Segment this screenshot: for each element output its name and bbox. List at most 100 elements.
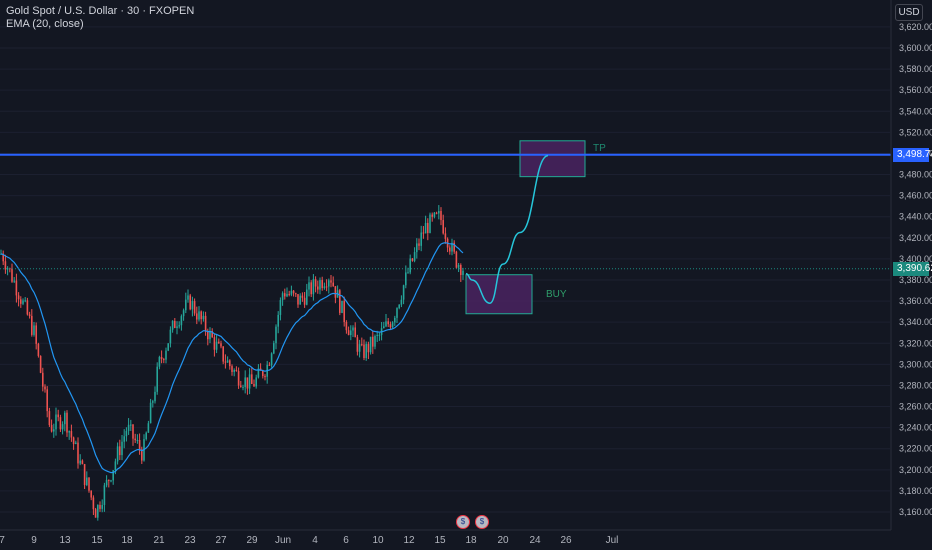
candle-body — [389, 324, 392, 328]
candle-body — [68, 431, 70, 433]
candle-body — [211, 331, 213, 338]
candle-body — [152, 401, 154, 403]
candle-body — [306, 289, 308, 305]
candle-body — [99, 504, 101, 509]
price-tick-label: 3,200.00 — [899, 465, 932, 475]
candle-body — [354, 327, 356, 338]
time-tick-label: 21 — [153, 535, 165, 546]
price-tick-label: 3,300.00 — [899, 359, 932, 369]
candle-body — [310, 282, 312, 295]
price-tick-label: 3,360.00 — [899, 296, 932, 306]
currency-button[interactable]: USD — [895, 4, 923, 21]
candle-body — [402, 285, 405, 300]
candle-body — [61, 424, 64, 430]
candle-body — [92, 497, 95, 510]
time-tick-label: 15 — [434, 535, 446, 546]
candle-body — [167, 343, 169, 351]
price-tick-label: 3,340.00 — [899, 317, 932, 327]
candle-body — [374, 336, 376, 347]
time-tick-label: 24 — [529, 535, 541, 546]
candle-body — [449, 247, 451, 252]
candle-body — [224, 361, 227, 363]
candle-body — [229, 360, 231, 367]
candle-body — [422, 232, 425, 234]
candle-body — [174, 320, 176, 328]
candle-body — [202, 315, 205, 320]
candle-body — [233, 369, 235, 372]
candle-body — [2, 253, 4, 262]
time-tick-label: 6 — [343, 535, 349, 546]
candle-body — [207, 331, 209, 340]
candle-body — [407, 272, 409, 274]
candle-body — [347, 330, 350, 336]
candle-body — [77, 442, 79, 464]
candle-body — [332, 282, 334, 287]
candle-body — [400, 299, 403, 305]
candle-body — [242, 386, 244, 388]
candle-body — [453, 242, 455, 252]
candle-body — [424, 222, 427, 234]
candle-body — [33, 325, 35, 335]
candle-body — [17, 295, 20, 300]
candle-body — [438, 211, 440, 214]
candle-body — [75, 442, 77, 445]
candle-body — [435, 212, 438, 214]
candle-body — [455, 251, 458, 268]
candle-body — [187, 295, 189, 300]
candle-body — [405, 272, 407, 286]
candle-body — [303, 297, 306, 305]
candle-body — [125, 430, 128, 437]
candle-body — [361, 344, 363, 346]
time-tick-label: Jul — [606, 535, 619, 546]
indicator-label[interactable]: EMA (20, close) — [6, 18, 84, 30]
price-tick-label: 3,480.00 — [899, 170, 932, 180]
candle-body — [44, 386, 46, 390]
candle-body — [121, 441, 123, 456]
candle-body — [55, 414, 57, 430]
candle-body — [160, 357, 163, 360]
candle-body — [6, 268, 9, 270]
candle-body — [314, 279, 317, 287]
candle-body — [341, 300, 343, 313]
candle-body — [288, 293, 290, 295]
candle-body — [72, 437, 75, 445]
price-tick-label: 3,420.00 — [899, 233, 932, 243]
current-price-badge: 3,390.62 — [893, 261, 932, 276]
candle-body — [127, 424, 130, 431]
chart-legend: Gold Spot / U.S. Dollar · 30 · FXOPEN EM… — [6, 5, 194, 31]
candle-body — [28, 314, 31, 316]
candle-body — [191, 301, 194, 310]
symbol-title[interactable]: Gold Spot / U.S. Dollar · 30 · FXOPEN — [6, 5, 195, 17]
event-flag-icon[interactable]: $ — [456, 515, 470, 529]
candle-body — [50, 425, 53, 432]
candle-body — [24, 300, 26, 302]
candle-body — [244, 377, 246, 387]
candle-body — [308, 282, 310, 290]
candle-body — [365, 344, 367, 359]
event-flag-icon[interactable]: $ — [475, 515, 489, 529]
candle-body — [394, 317, 396, 323]
time-tick-label: 23 — [184, 535, 196, 546]
candle-body — [13, 280, 15, 282]
candle-body — [15, 280, 18, 296]
candle-body — [345, 322, 348, 331]
candle-body — [88, 477, 90, 491]
candle-body — [391, 322, 394, 328]
candle-body — [141, 449, 143, 461]
candle-body — [222, 346, 224, 362]
candle-body — [165, 350, 167, 360]
candle-body — [39, 355, 42, 373]
time-tick-label: 20 — [497, 535, 509, 546]
candle-body — [132, 424, 134, 439]
candle-body — [284, 293, 286, 297]
price-tick-label: 3,460.00 — [899, 191, 932, 201]
time-tick-label: 4 — [312, 535, 318, 546]
candle-body — [114, 461, 117, 471]
candle-body — [413, 252, 416, 261]
price-tick-label: 3,540.00 — [899, 106, 932, 116]
candle-body — [398, 304, 400, 309]
candle-body — [350, 330, 352, 336]
candle-body — [334, 286, 337, 298]
candle-body — [213, 337, 216, 350]
